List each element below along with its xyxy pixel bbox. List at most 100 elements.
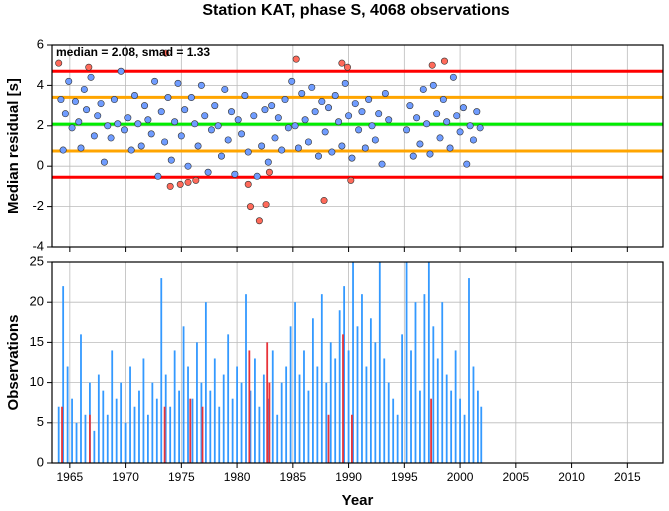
- bar: [312, 318, 314, 463]
- data-point: [378, 160, 386, 168]
- data-point: [446, 144, 454, 152]
- data-point: [436, 134, 444, 142]
- data-point: [174, 79, 182, 87]
- data-point: [341, 79, 349, 87]
- bar: [459, 398, 461, 463]
- data-point: [241, 92, 249, 100]
- bar: [316, 366, 319, 463]
- data-point: [433, 110, 441, 118]
- data-point: [55, 59, 63, 67]
- x-tick-label: 1980: [224, 470, 251, 484]
- data-point: [423, 120, 431, 128]
- bar: [454, 350, 457, 463]
- bar: [266, 342, 269, 463]
- data-point: [217, 152, 225, 160]
- data-point: [94, 112, 102, 120]
- data-point: [320, 197, 328, 205]
- x-axis-label: Year: [342, 492, 374, 509]
- data-point: [348, 154, 356, 162]
- bar: [280, 382, 283, 463]
- bar: [271, 350, 274, 463]
- data-point: [75, 118, 83, 126]
- y-tick-label: -4: [32, 238, 44, 253]
- bar: [218, 406, 221, 463]
- data-point: [368, 122, 376, 130]
- bar: [102, 390, 105, 463]
- data-point: [177, 132, 185, 140]
- bar: [124, 422, 127, 463]
- bar: [267, 398, 270, 463]
- data-point: [131, 92, 139, 100]
- data-point: [429, 81, 437, 89]
- bar: [182, 326, 185, 463]
- bar: [146, 414, 149, 463]
- bar: [445, 374, 448, 463]
- bar: [231, 398, 234, 463]
- data-point: [166, 182, 174, 190]
- data-point: [194, 142, 202, 150]
- data-point: [120, 126, 128, 134]
- data-point: [68, 124, 76, 132]
- bar: [401, 334, 403, 463]
- data-point: [204, 168, 212, 176]
- bar: [57, 406, 60, 463]
- data-point: [104, 122, 112, 130]
- bar: [120, 382, 123, 463]
- data-point: [449, 73, 457, 81]
- data-point: [253, 172, 261, 180]
- bar: [84, 414, 87, 463]
- bar: [61, 406, 63, 463]
- bar: [276, 414, 279, 463]
- bar: [240, 382, 243, 463]
- data-point: [83, 106, 91, 114]
- data-point: [65, 77, 73, 85]
- data-point: [154, 172, 162, 180]
- y-axis-label: Observations: [5, 315, 22, 411]
- bar: [89, 414, 91, 463]
- bar: [173, 350, 176, 463]
- data-point: [107, 134, 115, 142]
- bar: [222, 374, 225, 463]
- data-point: [234, 116, 242, 124]
- x-tick-label: 1985: [279, 470, 306, 484]
- bar: [258, 406, 261, 463]
- data-point: [292, 55, 300, 63]
- data-point: [403, 126, 411, 134]
- bar: [361, 294, 363, 463]
- bar: [106, 414, 109, 463]
- bar: [245, 294, 247, 463]
- data-point: [469, 136, 477, 144]
- y-tick-label: 6: [37, 36, 44, 51]
- y-tick-label: -2: [32, 198, 44, 213]
- bar: [209, 390, 212, 463]
- data-point: [87, 73, 95, 81]
- y-tick-label: 0: [37, 158, 44, 173]
- bar: [71, 398, 73, 463]
- data-point: [97, 100, 105, 108]
- bar: [432, 326, 435, 463]
- bar: [347, 350, 350, 463]
- data-point: [127, 146, 135, 154]
- data-point: [345, 112, 353, 120]
- data-point: [284, 124, 292, 132]
- data-point: [80, 85, 88, 93]
- x-tick-label: 1995: [391, 470, 418, 484]
- data-point: [355, 126, 363, 134]
- data-point: [262, 201, 270, 209]
- bar: [405, 262, 408, 463]
- data-point: [71, 98, 79, 106]
- bar: [423, 294, 426, 463]
- plot-frame: [51, 261, 664, 464]
- data-point: [187, 94, 195, 102]
- bar: [463, 414, 466, 463]
- bar: [201, 406, 204, 463]
- bar: [93, 430, 96, 463]
- bar: [307, 390, 310, 463]
- data-point: [308, 83, 316, 91]
- data-point: [298, 89, 306, 97]
- data-point: [463, 160, 471, 168]
- bar: [164, 374, 167, 463]
- plot-frame: [51, 44, 664, 248]
- data-point: [77, 144, 85, 152]
- bar: [374, 342, 377, 463]
